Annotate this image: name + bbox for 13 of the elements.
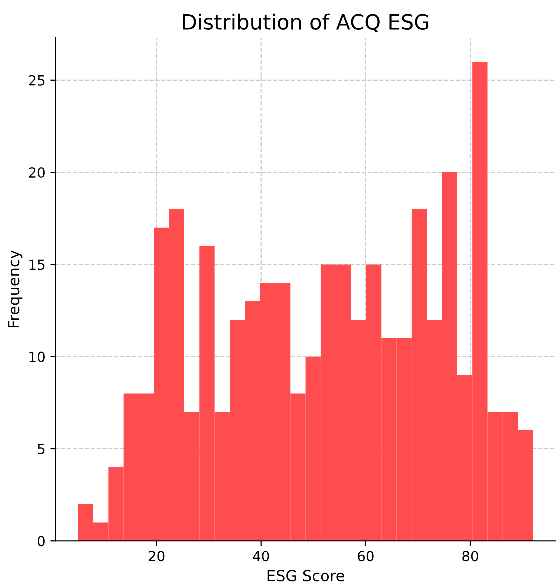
x-tick-label: 40: [253, 551, 270, 562]
x-tick-label: 60: [358, 551, 374, 562]
x-axis-title: ESG Score: [268, 570, 344, 582]
y-tick-label: 25: [29, 75, 45, 86]
chart-title: Distribution of ACQ ESG: [183, 14, 429, 32]
x-tick-label: 20: [148, 551, 165, 562]
y-tick-label: 20: [29, 168, 45, 178]
y-tick-label: 15: [30, 260, 45, 270]
y-axis-title: Frequency: [8, 250, 23, 328]
y-tick-label: 10: [30, 352, 45, 362]
y-tick-label: 5: [38, 444, 45, 454]
x-tick-label: 80: [462, 551, 478, 562]
y-tick-label: 0: [38, 536, 45, 547]
